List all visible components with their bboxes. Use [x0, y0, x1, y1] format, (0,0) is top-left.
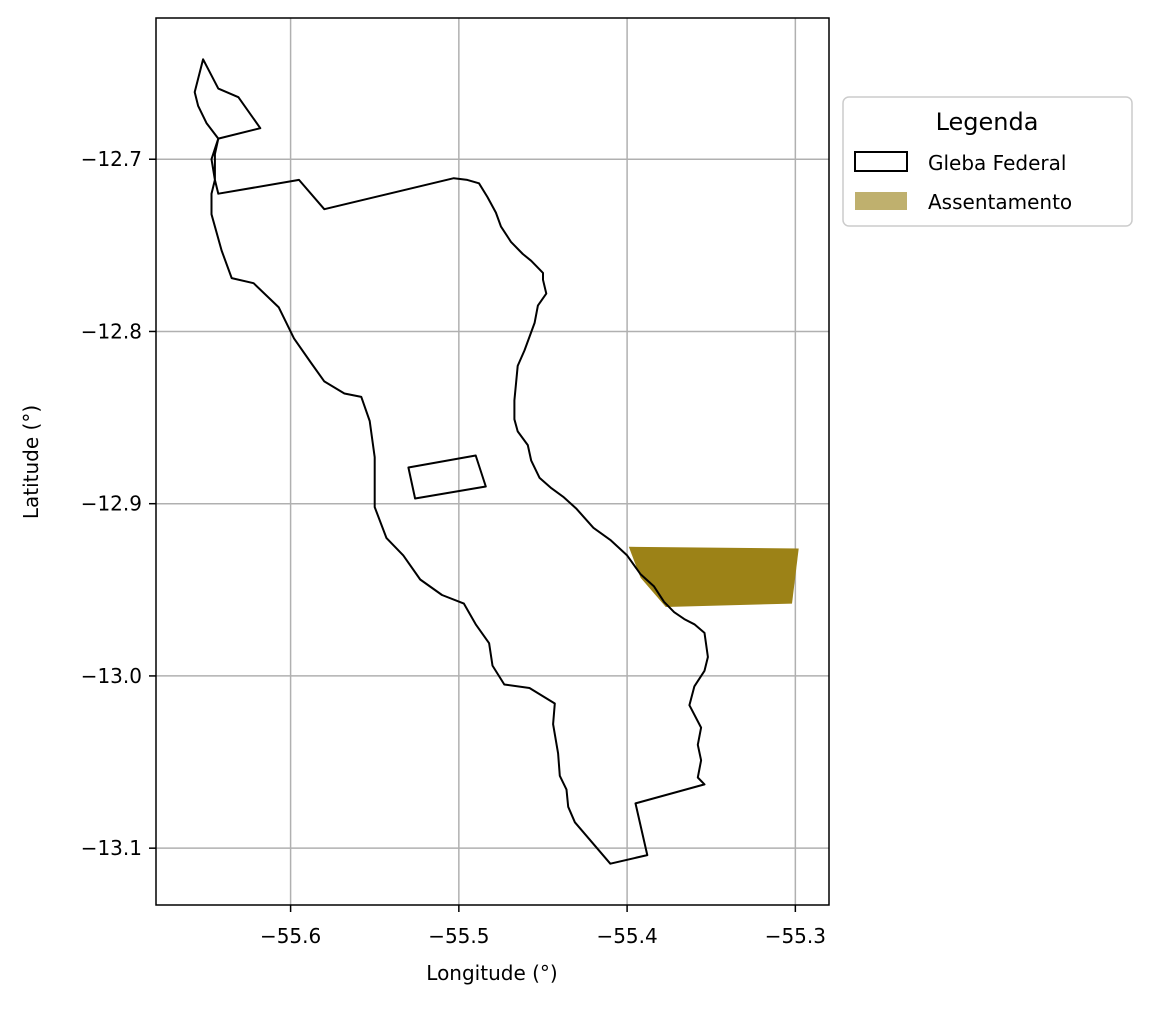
y-axis-label: Latitude (°) — [19, 405, 43, 519]
legend-box — [842, 96, 1133, 227]
x-tick-label: −55.4 — [596, 924, 657, 948]
legend-swatch-assentamento — [855, 192, 907, 210]
legend-title: Legenda — [936, 108, 1039, 136]
grid-layer — [156, 18, 829, 905]
legend-label-assentamento: Assentamento — [928, 190, 1072, 214]
legend-swatch-gleba-federal — [854, 151, 908, 172]
polygon-layer — [193, 58, 799, 865]
tick-layer: −55.6 −55.5 −55.4 −55.3 −12.7 −12.8 −12.9 −13.0… — [81, 147, 826, 948]
x-tick-label: −55.5 — [428, 924, 489, 948]
plot-frame — [155, 17, 830, 906]
x-tick-label: −55.6 — [260, 924, 321, 948]
y-tick-label: −12.7 — [81, 147, 142, 171]
y-tick-label: −13.0 — [81, 664, 142, 688]
legend: Legenda Gleba Federal Assentamento — [842, 96, 1133, 227]
x-tick-label: −55.3 — [765, 924, 826, 948]
y-tick-label: −12.9 — [81, 492, 142, 516]
y-tick-label: −13.1 — [81, 836, 142, 860]
gleba-federal-polygon-main — [193, 58, 709, 865]
x-axis-label: Longitude (°) — [426, 961, 557, 985]
gleba-federal-polygon-notch — [407, 454, 487, 500]
legend-label-gleba-federal: Gleba Federal — [928, 151, 1066, 175]
y-tick-label: −12.8 — [81, 319, 142, 343]
assentamento-polygon — [628, 546, 799, 607]
